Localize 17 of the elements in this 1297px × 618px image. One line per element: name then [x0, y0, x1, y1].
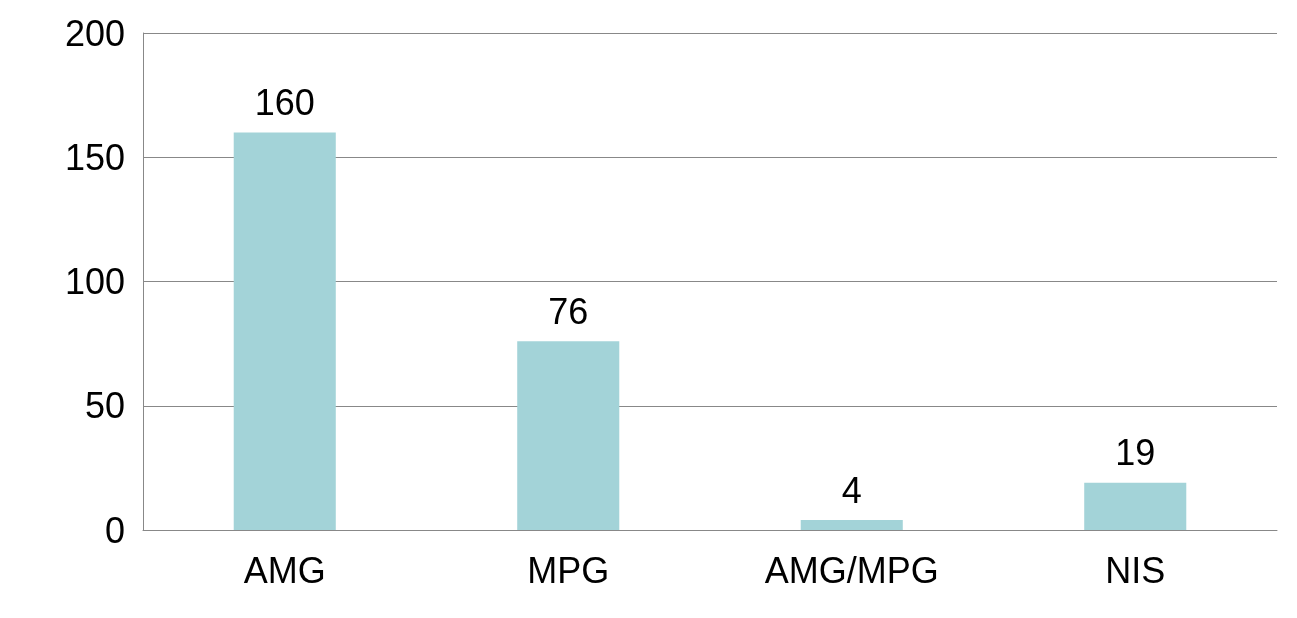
y-tick-label: 50	[84, 385, 125, 427]
y-tick-label: 150	[64, 136, 125, 178]
data-label: 76	[548, 290, 589, 332]
bar	[233, 132, 336, 530]
bar	[1084, 482, 1187, 530]
bar	[800, 520, 903, 530]
x-tick-label: AMG	[243, 549, 326, 591]
y-tick-label: 200	[64, 12, 125, 54]
x-tick-label: NIS	[1105, 549, 1166, 591]
data-label: 19	[1115, 432, 1156, 474]
x-tick-label: MPG	[527, 549, 610, 591]
y-tick-label: 100	[64, 261, 125, 302]
data-label: 4	[841, 469, 862, 511]
y-tick-label: 0	[104, 509, 125, 551]
bar	[517, 341, 620, 530]
data-label: 160	[254, 81, 315, 123]
x-tick-label: AMG/MPG	[764, 549, 939, 591]
